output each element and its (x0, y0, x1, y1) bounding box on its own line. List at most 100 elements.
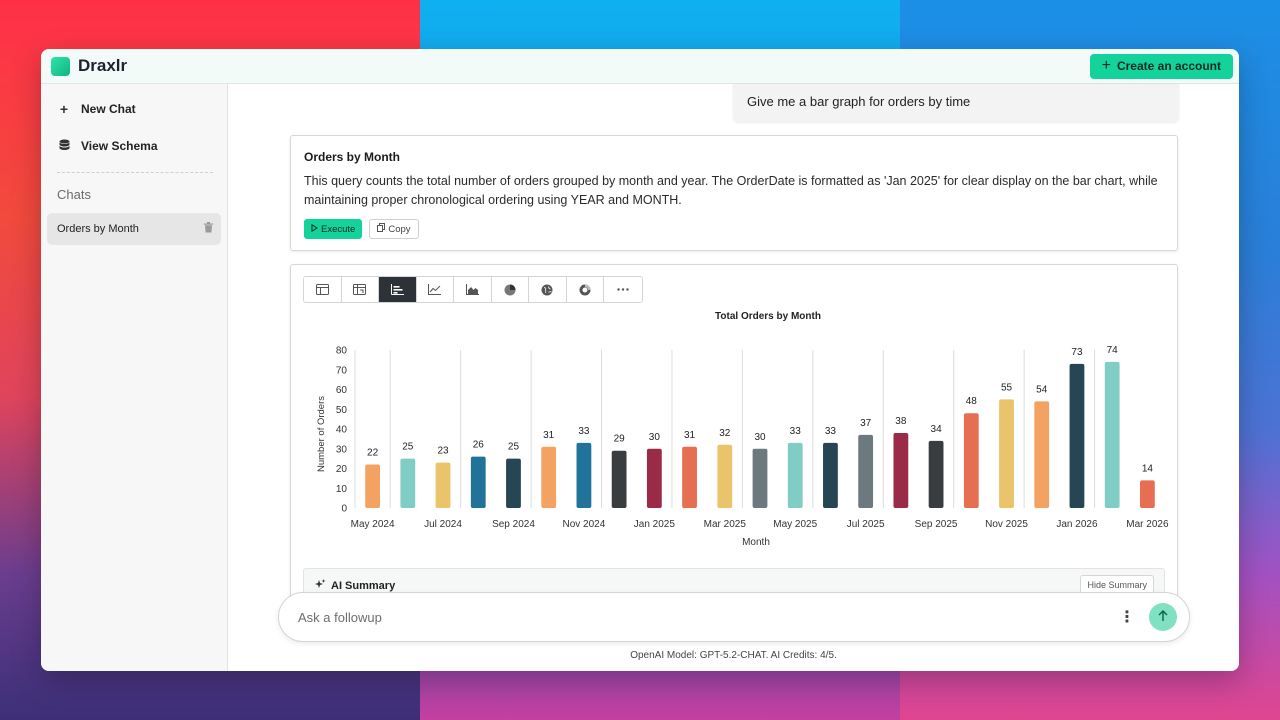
y-tick-label: 40 (336, 425, 348, 436)
y-axis-title: Number of Orders (316, 396, 327, 472)
data-label: 23 (437, 446, 449, 457)
x-tick-label: Jan 2025 (634, 519, 676, 530)
sidebar: + New Chat View Schema Chats Orders by M… (41, 84, 228, 671)
data-label: 32 (719, 428, 731, 439)
data-label: 14 (1142, 463, 1154, 474)
bar-nov-2024 (576, 442, 592, 508)
y-tick-label: 20 (336, 464, 348, 475)
bar-sep-2024 (506, 458, 521, 508)
data-label: 48 (966, 396, 978, 407)
user-message: Give me a bar graph for orders by time (733, 84, 1179, 122)
chat-item-orders-by-month[interactable]: Orders by Month (47, 213, 221, 245)
brand[interactable]: Draxlr (51, 56, 127, 76)
query-card: Orders by Month This query counts the to… (290, 135, 1178, 251)
map-icon[interactable] (529, 277, 567, 302)
bar-feb-2026 (1104, 361, 1120, 508)
y-tick-label: 70 (336, 365, 348, 376)
database-icon (57, 138, 71, 154)
app-window: Draxlr + Create an account + New Chat Vi… (41, 49, 1239, 671)
new-chat-label: New Chat (81, 102, 136, 116)
y-tick-label: 50 (336, 405, 348, 416)
bar-oct-2024 (541, 446, 557, 508)
pivot-table-icon[interactable] (341, 277, 379, 302)
kebab-menu-icon[interactable]: ⋮ (1119, 609, 1135, 626)
y-tick-label: 10 (336, 484, 348, 495)
bar-jul-2025 (858, 434, 874, 508)
x-tick-label: Sep 2025 (915, 519, 958, 530)
bar-jun-2024 (400, 458, 416, 508)
bar-feb-2025 (682, 446, 697, 508)
x-tick-label: May 2024 (351, 519, 395, 530)
create-account-label: Create an account (1116, 59, 1221, 73)
bar-may-2025 (787, 442, 803, 508)
x-tick-label: Nov 2025 (985, 519, 1028, 530)
bar-dec-2024 (611, 450, 627, 508)
followup-input[interactable]: Ask a followup (298, 609, 382, 625)
data-label: 55 (1001, 382, 1013, 393)
bar-mar-2025 (717, 444, 733, 508)
trash-icon[interactable] (204, 222, 213, 236)
ai-summary-label: AI Summary (331, 580, 396, 592)
area-chart-icon[interactable] (454, 277, 492, 302)
app-name: Draxlr (78, 56, 128, 75)
send-button[interactable] (1149, 603, 1177, 631)
bar-mar-2026 (1139, 480, 1155, 508)
data-label: 30 (649, 432, 661, 443)
new-chat-button[interactable]: + New Chat (47, 98, 221, 120)
draxlr-logo-icon (51, 56, 70, 76)
copy-label: Copy (388, 223, 411, 235)
bar-sep-2025 (928, 440, 944, 508)
data-label: 73 (1071, 347, 1083, 358)
followup-input-bar: Ask a followup ⋮ (278, 592, 1190, 642)
x-tick-label: Jan 2026 (1056, 519, 1098, 530)
y-tick-label: 60 (336, 385, 348, 396)
y-tick-label: 80 (336, 346, 348, 357)
pie-chart-icon[interactable] (491, 277, 529, 302)
data-label: 54 (1036, 384, 1048, 395)
line-chart-icon[interactable] (416, 277, 454, 302)
x-tick-label: Jul 2024 (424, 519, 462, 530)
create-account-button[interactable]: + Create an account (1089, 53, 1233, 79)
data-label: 25 (402, 442, 414, 453)
bar-chart: Total Orders by Month 0 10 20 30 40 50 60 70 80 22… (316, 311, 1169, 548)
query-description: This query counts the total number of or… (304, 174, 1158, 207)
bar-nov-2025 (999, 399, 1014, 508)
bar-jul-2024 (435, 462, 451, 508)
bar-may-2024 (365, 464, 381, 508)
plus-icon: + (1101, 57, 1111, 74)
execute-label: Execute (321, 223, 356, 235)
data-label: 33 (790, 426, 802, 437)
chat-main: Give me a bar graph for orders by time O… (228, 84, 1239, 671)
copy-icon (377, 223, 386, 235)
table-icon[interactable] (304, 277, 342, 302)
copy-button[interactable]: Copy (369, 219, 419, 239)
execute-button[interactable]: Execute (304, 219, 363, 239)
view-schema-label: View Schema (81, 139, 158, 153)
data-label: 30 (754, 432, 766, 443)
view-schema-button[interactable]: View Schema (47, 135, 221, 157)
bar-aug-2024 (470, 456, 486, 508)
chart-title: Total Orders by Month (715, 311, 821, 322)
data-label: 31 (684, 430, 696, 441)
chat-item-label: Orders by Month (57, 223, 139, 235)
data-label: 22 (367, 448, 379, 459)
data-label: 25 (508, 442, 520, 453)
data-label: 34 (931, 424, 943, 435)
donut-chart-icon[interactable] (566, 277, 604, 302)
play-icon (311, 223, 318, 235)
bar-apr-2025 (752, 448, 768, 508)
x-tick-label: Mar 2026 (1126, 519, 1169, 530)
data-label: 74 (1107, 345, 1119, 356)
bar-chart-icon[interactable] (379, 277, 417, 302)
more-icon[interactable] (604, 277, 642, 302)
model-info: OpenAI Model: GPT-5.2-CHAT. AI Credits: … (630, 650, 837, 661)
data-label: 37 (860, 418, 872, 429)
bar-oct-2025 (963, 413, 979, 508)
query-title: Orders by Month (304, 150, 401, 164)
x-tick-label: May 2025 (773, 519, 817, 530)
data-label: 38 (895, 416, 907, 427)
ai-summary-title: AI Summary (315, 579, 395, 593)
data-label: 33 (825, 426, 837, 437)
y-tick-label: 30 (336, 444, 348, 455)
y-tick-label: 0 (341, 504, 347, 515)
